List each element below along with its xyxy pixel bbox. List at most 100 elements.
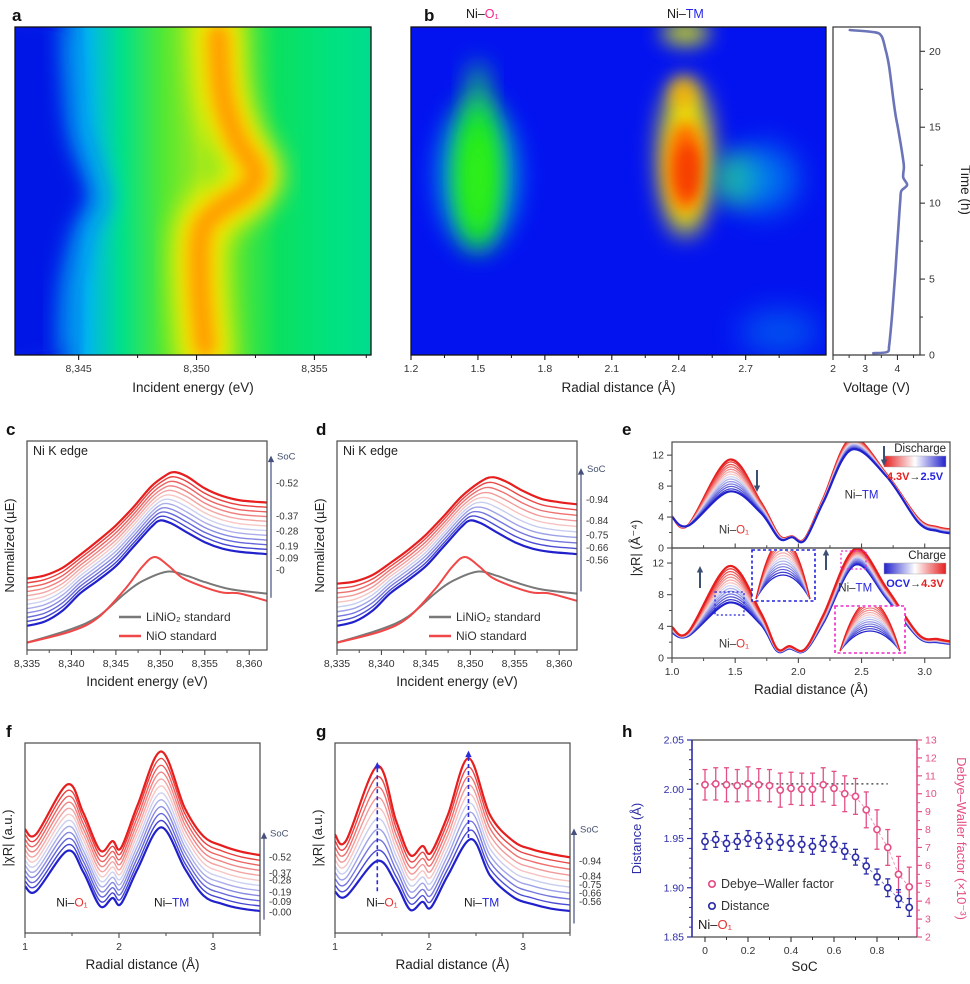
peak-label-bottom-1: Ni–TM: [838, 583, 872, 595]
soc-tick-label: -0.09: [269, 897, 291, 908]
soc-tick-label: -0.52: [269, 853, 291, 864]
label: 1: [332, 941, 338, 953]
left-ylabel: Distance (Å): [629, 803, 644, 875]
label: 8,355: [502, 658, 528, 670]
soc-tick-label: -0.56: [586, 556, 609, 567]
panel-letter-d: d: [316, 420, 327, 439]
soc-tick-label: -0.28: [276, 527, 299, 538]
panel-letter-a: a: [12, 6, 22, 25]
label: 12: [652, 450, 664, 462]
xlabel: SoC: [791, 959, 818, 974]
panel-b-top-label-0: Ni–O₁: [466, 7, 499, 21]
time-ylabel: Time (h): [958, 165, 970, 215]
series-distance: [701, 829, 914, 917]
xlabel: Radial distance (Å): [85, 957, 199, 972]
heatmap-a-field: [15, 27, 371, 355]
colorbar-title-charge: Charge: [908, 550, 946, 562]
label: 1.2: [404, 363, 419, 375]
soc-tick-label: -0.00: [269, 908, 292, 919]
time-tick-label: 10: [929, 198, 941, 210]
colorbar-title-discharge: Discharge: [894, 443, 946, 455]
label: 8: [925, 824, 931, 836]
label: 2.1: [605, 363, 620, 375]
colorbar-charge: [883, 562, 947, 575]
soc-tick-label: -0.37: [269, 869, 291, 880]
panel-f-chart: 1 2 3 Ni–O₁ Ni–TM Radial distance (Å) |χR| (a.…: [0, 742, 292, 972]
label: 0.2: [741, 945, 756, 957]
label: 1.90: [664, 882, 685, 894]
legend-item: Debye–Waller factor: [721, 877, 834, 891]
label: 8: [658, 589, 664, 601]
xlabel: Radial distance (Å): [754, 682, 868, 697]
panel-g-chart: 1 2 3 Ni–O₁ Ni–TM Radial distance (Å) |χR| (a.…: [310, 742, 602, 972]
soc-tick-label: -0.09: [276, 554, 298, 565]
label: 8,340: [58, 658, 84, 670]
plot-title: Ni K edge: [343, 444, 398, 458]
label: 5: [925, 878, 931, 890]
label: 8,355: [301, 363, 327, 375]
label: 4: [658, 512, 664, 524]
ylabel: |χR| (Å⁻⁴): [628, 520, 643, 576]
label: 10: [925, 788, 937, 800]
panel-h-chart: 1.85 1.90 1.95 2.00 2.05 2 3 4 5 6 7 8 9 10 11 12 13 0 0.2…: [629, 735, 969, 975]
panel-c-chart: LiNiO₂ standard NiO standard 8,335 8,340 8,3…: [2, 440, 299, 689]
voltage-curve: [848, 28, 909, 355]
legend-item: LiNiO₂ standard: [456, 610, 541, 624]
label: 6: [925, 860, 931, 872]
curve-family: [335, 757, 570, 913]
label: 1.0: [665, 666, 680, 678]
label: 2.5: [854, 666, 869, 678]
label: 12: [652, 558, 664, 570]
xlabel: Radial distance (Å): [395, 957, 509, 972]
peak-label-0: Ni–O₁: [56, 895, 87, 909]
peak-label-top-0: Ni–O₁: [719, 524, 749, 536]
ylabel: Normalized (µE): [2, 498, 17, 592]
standard-curve-1: [337, 555, 577, 644]
legend-item: Distance: [721, 899, 770, 913]
soc-tick-label: -0: [276, 565, 285, 576]
label: 1.5: [471, 363, 486, 375]
panel-b-top-label-1: Ni–TM: [667, 7, 704, 21]
label: 7: [925, 842, 931, 854]
label: 0: [658, 653, 664, 665]
legend-item: LiNiO₂ standard: [146, 610, 231, 624]
soc-tick-label: -0.94: [579, 856, 602, 867]
label: 8,345: [66, 363, 92, 375]
colorbar-discharge: [883, 455, 947, 468]
soc-axis-label: SoC: [587, 464, 606, 475]
label: 12: [925, 752, 937, 764]
curve-family: [27, 470, 267, 644]
label: 4: [658, 621, 664, 633]
label: 8,335: [324, 658, 350, 670]
soc-tick-label: -0.19: [276, 541, 298, 552]
soc-tick-label: -0.66: [579, 889, 602, 900]
xlabel: Incident energy (eV): [396, 674, 518, 689]
label: 0.8: [870, 945, 885, 957]
soc-tick-label: -0.75: [586, 531, 609, 542]
plot-title: Ni K edge: [33, 444, 88, 458]
label: 1.95: [664, 833, 685, 845]
label: 3.0: [917, 666, 932, 678]
panel-letter-g: g: [316, 722, 327, 741]
soc-axis-label: SoC: [580, 825, 599, 836]
label: 8: [658, 481, 664, 493]
ylabel: |χR| (a.u.): [0, 810, 15, 867]
label: 2.4: [671, 363, 686, 375]
time-tick-label: 20: [929, 46, 941, 58]
label: 2.7: [738, 363, 753, 375]
curve-family: [337, 476, 577, 644]
label: 0.4: [784, 945, 799, 957]
label: 0.6: [827, 945, 842, 957]
right-ylabel: Debye–Waller factor (×10⁻³): [954, 757, 969, 920]
voltage-xlabel: Voltage (V): [843, 380, 910, 395]
label: 8,360: [546, 658, 572, 670]
xlabel: Incident energy (eV): [86, 674, 208, 689]
label: 8,350: [457, 658, 483, 670]
series-debye-waller: [701, 766, 914, 908]
peak-label-0: Ni–O₁: [366, 895, 397, 909]
label: 8,350: [183, 363, 209, 375]
panel-e-chart: 0 4 8 12 0 4 8 12 1.0 1.5 2.0 2.5 3.0 Radial distance…: [628, 441, 951, 697]
label: 13: [925, 735, 937, 747]
